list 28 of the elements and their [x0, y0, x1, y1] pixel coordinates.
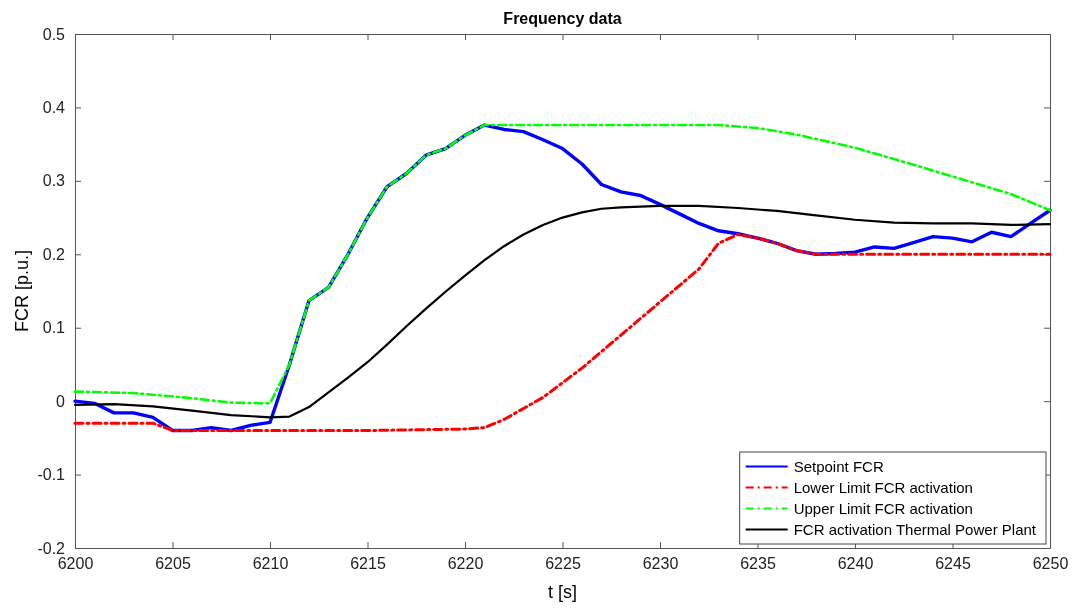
y-tick-label: 0: [56, 392, 66, 410]
y-tick-label: 0.2: [42, 245, 66, 263]
line-series: [73, 204, 1052, 419]
x-tick-label: 6230: [642, 555, 679, 573]
legend-label: Upper Limit FCR activation: [793, 499, 973, 517]
legend-label: Lower Limit FCR activation: [793, 478, 973, 496]
x-tick-label: 6250: [1032, 555, 1069, 573]
x-tick-label: 6210: [252, 555, 289, 573]
y-tick-label: 0.5: [42, 25, 66, 43]
x-tick-label: 6245: [935, 555, 971, 573]
y-tick-label: -0.1: [37, 466, 66, 484]
line-series: [73, 232, 1052, 433]
x-tick-label: 6235: [740, 555, 776, 573]
legend-label: Setpoint FCR: [793, 457, 884, 475]
y-tick-label: 0.4: [42, 99, 66, 117]
x-tick-label: 6205: [155, 555, 191, 573]
x-tick-label: 6225: [545, 555, 581, 573]
y-tick-label: -0.2: [37, 539, 66, 557]
x-tick-label: 6215: [350, 555, 386, 573]
y-axis-title: FCR [p.u.]: [12, 249, 32, 333]
chart-title: Frequency data: [503, 10, 622, 27]
x-tick-label: 6240: [837, 555, 874, 573]
legend-label: FCR activation Thermal Power Plant: [793, 520, 1037, 538]
x-tick-label: 6220: [447, 555, 484, 573]
x-axis-title: t [s]: [547, 582, 578, 602]
y-tick-label: 0.3: [42, 172, 66, 190]
y-tick-label: 0.1: [42, 319, 66, 337]
x-tick-label: 6200: [57, 555, 94, 573]
